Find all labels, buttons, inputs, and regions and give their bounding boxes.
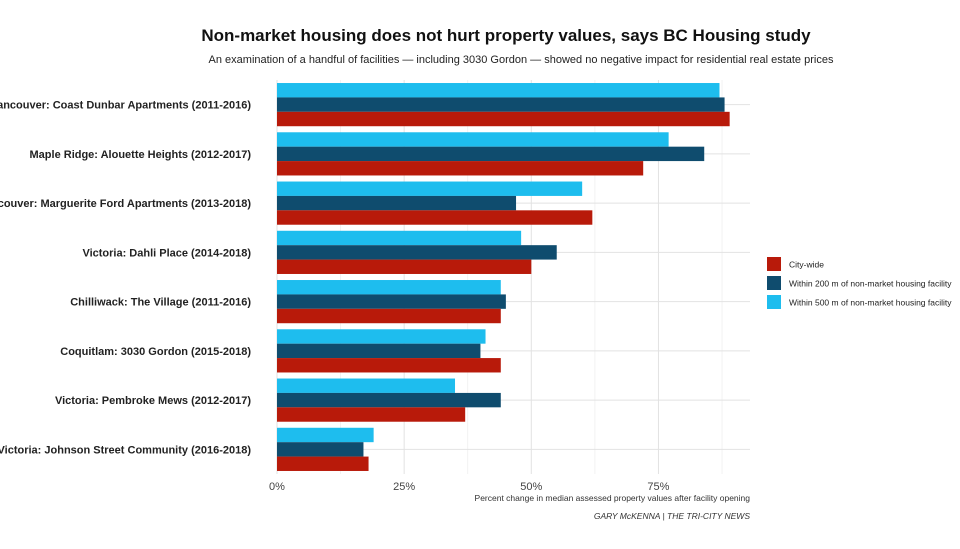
bar-within-500-m-of-non-market-housing-facility-5: [277, 280, 501, 295]
category-label: Maple Ridge: Alouette Heights (2012-2017…: [30, 149, 252, 161]
category-label: Vancouver: Coast Dunbar Apartments (2011…: [0, 100, 251, 112]
bar-within-500-m-of-non-market-housing-facility-8: [277, 427, 374, 443]
bar-city-wide-2: [277, 161, 644, 176]
bar-city-wide-6: [277, 358, 501, 373]
bar-within-200-m-of-non-market-housing-facility-5: [277, 294, 506, 309]
bar-within-200-m-of-non-market-housing-facility-8: [277, 442, 364, 457]
legend-label: Within 500 m of non-market housing facil…: [789, 298, 952, 308]
x-tick-label: 50%: [520, 481, 542, 493]
category-label: Vancouver: Marguerite Ford Apartments (2…: [0, 198, 251, 210]
bar-within-200-m-of-non-market-housing-facility-7: [277, 392, 501, 408]
bar-within-500-m-of-non-market-housing-facility-4: [277, 230, 522, 246]
bar-within-500-m-of-non-market-housing-facility-1: [277, 83, 720, 98]
legend: City-wide Within 200 m of non-market hous…: [767, 257, 952, 309]
x-tick-labels: 0% 25% 50% 75%: [269, 481, 670, 493]
bar-within-500-m-of-non-market-housing-facility-2: [277, 132, 669, 147]
x-tick-label: 0%: [269, 481, 285, 493]
category-label: Victoria: Pembroke Mews (2012-2017): [55, 395, 251, 407]
bar-city-wide-3: [277, 210, 593, 225]
bar-within-200-m-of-non-market-housing-facility-2: [277, 146, 705, 162]
bar-within-200-m-of-non-market-housing-facility-1: [277, 97, 725, 112]
category-label: Coquitlam: 3030 Gordon (2015-2018): [60, 346, 251, 358]
bar-within-200-m-of-non-market-housing-facility-6: [277, 343, 481, 359]
legend-label: Within 200 m of non-market housing facil…: [789, 279, 952, 289]
category-labels: Vancouver: Coast Dunbar Apartments (2011…: [0, 100, 251, 457]
bar-within-500-m-of-non-market-housing-facility-7: [277, 378, 456, 393]
bar-within-200-m-of-non-market-housing-facility-3: [277, 195, 517, 211]
x-axis-label: Percent change in median assessed proper…: [475, 493, 751, 503]
legend-swatch: [767, 257, 781, 271]
bar-city-wide-4: [277, 259, 532, 274]
legend-swatch: [767, 295, 781, 309]
category-label: Chilliwack: The Village (2011-2016): [70, 297, 251, 309]
bar-city-wide-7: [277, 407, 466, 422]
bar-city-wide-8: [277, 456, 369, 471]
x-tick-label: 75%: [647, 481, 669, 493]
legend-swatch: [767, 276, 781, 290]
chart-title: Non-market housing does not hurt propert…: [201, 26, 811, 45]
chart-subtitle: An examination of a handful of facilitie…: [209, 54, 834, 66]
credit-text: GARY McKENNA | THE TRI-CITY NEWS: [594, 511, 750, 521]
category-label: Victoria: Dahli Place (2014-2018): [82, 247, 251, 259]
legend-label: City-wide: [789, 260, 824, 270]
bar-within-500-m-of-non-market-housing-facility-6: [277, 329, 486, 344]
x-tick-label: 25%: [393, 481, 415, 493]
category-label: Victoria: Johnson Street Community (2016…: [0, 444, 251, 456]
bar-within-500-m-of-non-market-housing-facility-3: [277, 181, 583, 196]
bars: [277, 83, 730, 471]
bar-city-wide-1: [277, 111, 730, 127]
bar-within-200-m-of-non-market-housing-facility-4: [277, 245, 557, 260]
bar-city-wide-5: [277, 308, 501, 324]
